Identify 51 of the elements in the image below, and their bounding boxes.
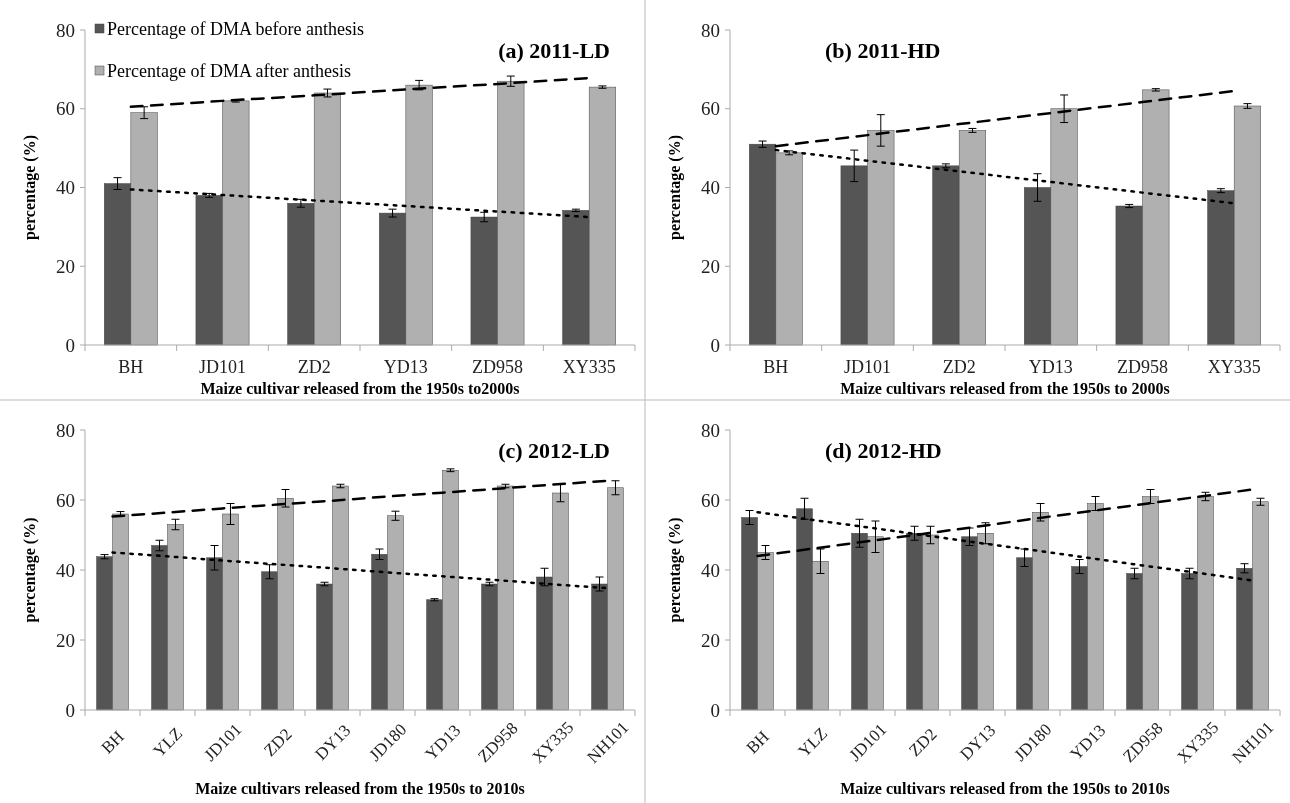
y-tick-label: 60: [701, 98, 720, 120]
x-axis-title: Maize cultivars released from the 1950s to 2000s: [840, 380, 1170, 397]
y-tick-label: 40: [701, 559, 720, 581]
legend-label: Percentage of DMA before anthesis: [107, 19, 364, 40]
y-tick-label: 80: [701, 419, 720, 441]
y-tick-label: 20: [56, 255, 75, 277]
y-tick-label: 20: [701, 629, 720, 651]
x-axis-title: Maize cultivars released from the 1950s to 2010s: [840, 780, 1170, 797]
y-axis-title: percentage (%): [666, 135, 684, 240]
x-tick-label: JD101: [843, 357, 892, 377]
x-tick-label: JD101: [198, 357, 247, 377]
x-axis-title: Maize cultivar released from the 1950s to2000s: [200, 380, 520, 397]
chart-title: (b) 2011-HD: [825, 38, 941, 63]
y-tick-label: 80: [56, 419, 75, 441]
x-axis-title: Maize cultivars released from the 1950s to 2010s: [195, 780, 525, 797]
x-tick-label: BH: [742, 727, 773, 758]
y-tick-label: 40: [701, 177, 720, 199]
chart-title: (d) 2012-HD: [825, 438, 942, 463]
y-tick-label: 0: [65, 699, 75, 721]
y-tick-label: 80: [56, 19, 75, 41]
y-axis-title: percentage (%): [21, 517, 39, 623]
y-tick-label: 0: [65, 334, 75, 356]
y-tick-label: 40: [56, 177, 75, 199]
x-tick-label: YD13: [383, 357, 428, 377]
y-tick-label: 60: [56, 489, 75, 511]
x-tick-label: BH: [118, 357, 144, 377]
x-tick-label: ZD2: [297, 357, 331, 377]
y-tick-label: 80: [701, 19, 720, 41]
x-tick-label: ZD2: [905, 724, 941, 761]
y-tick-label: 40: [56, 559, 75, 581]
x-tick-label: ZD2: [260, 724, 296, 761]
y-tick-label: 0: [710, 334, 720, 356]
y-tick-label: 60: [701, 489, 720, 511]
x-tick-label: BH: [97, 727, 128, 758]
line-series: [129, 188, 591, 219]
x-tick-label: YD13: [1028, 357, 1073, 377]
y-tick-label: 20: [701, 255, 720, 277]
y-tick-label: 0: [710, 699, 720, 721]
x-tick-label: BH: [763, 357, 789, 377]
y-axis-title: percentage (%): [666, 517, 684, 623]
chart-title: (a) 2011-LD: [498, 38, 610, 63]
y-tick-label: 60: [56, 98, 75, 120]
x-tick-label: XY335: [1207, 357, 1261, 377]
chart-title: (c) 2012-LD: [498, 438, 610, 463]
legend-label: Percentage of DMA after anthesis: [107, 61, 351, 82]
x-tick-label: ZD958: [472, 357, 523, 377]
x-tick-label: ZD958: [1117, 357, 1168, 377]
y-axis-title: percentage (%): [21, 135, 39, 240]
x-tick-label: XY335: [562, 357, 616, 377]
y-tick-label: 20: [56, 629, 75, 651]
x-tick-label: ZD2: [942, 357, 976, 377]
